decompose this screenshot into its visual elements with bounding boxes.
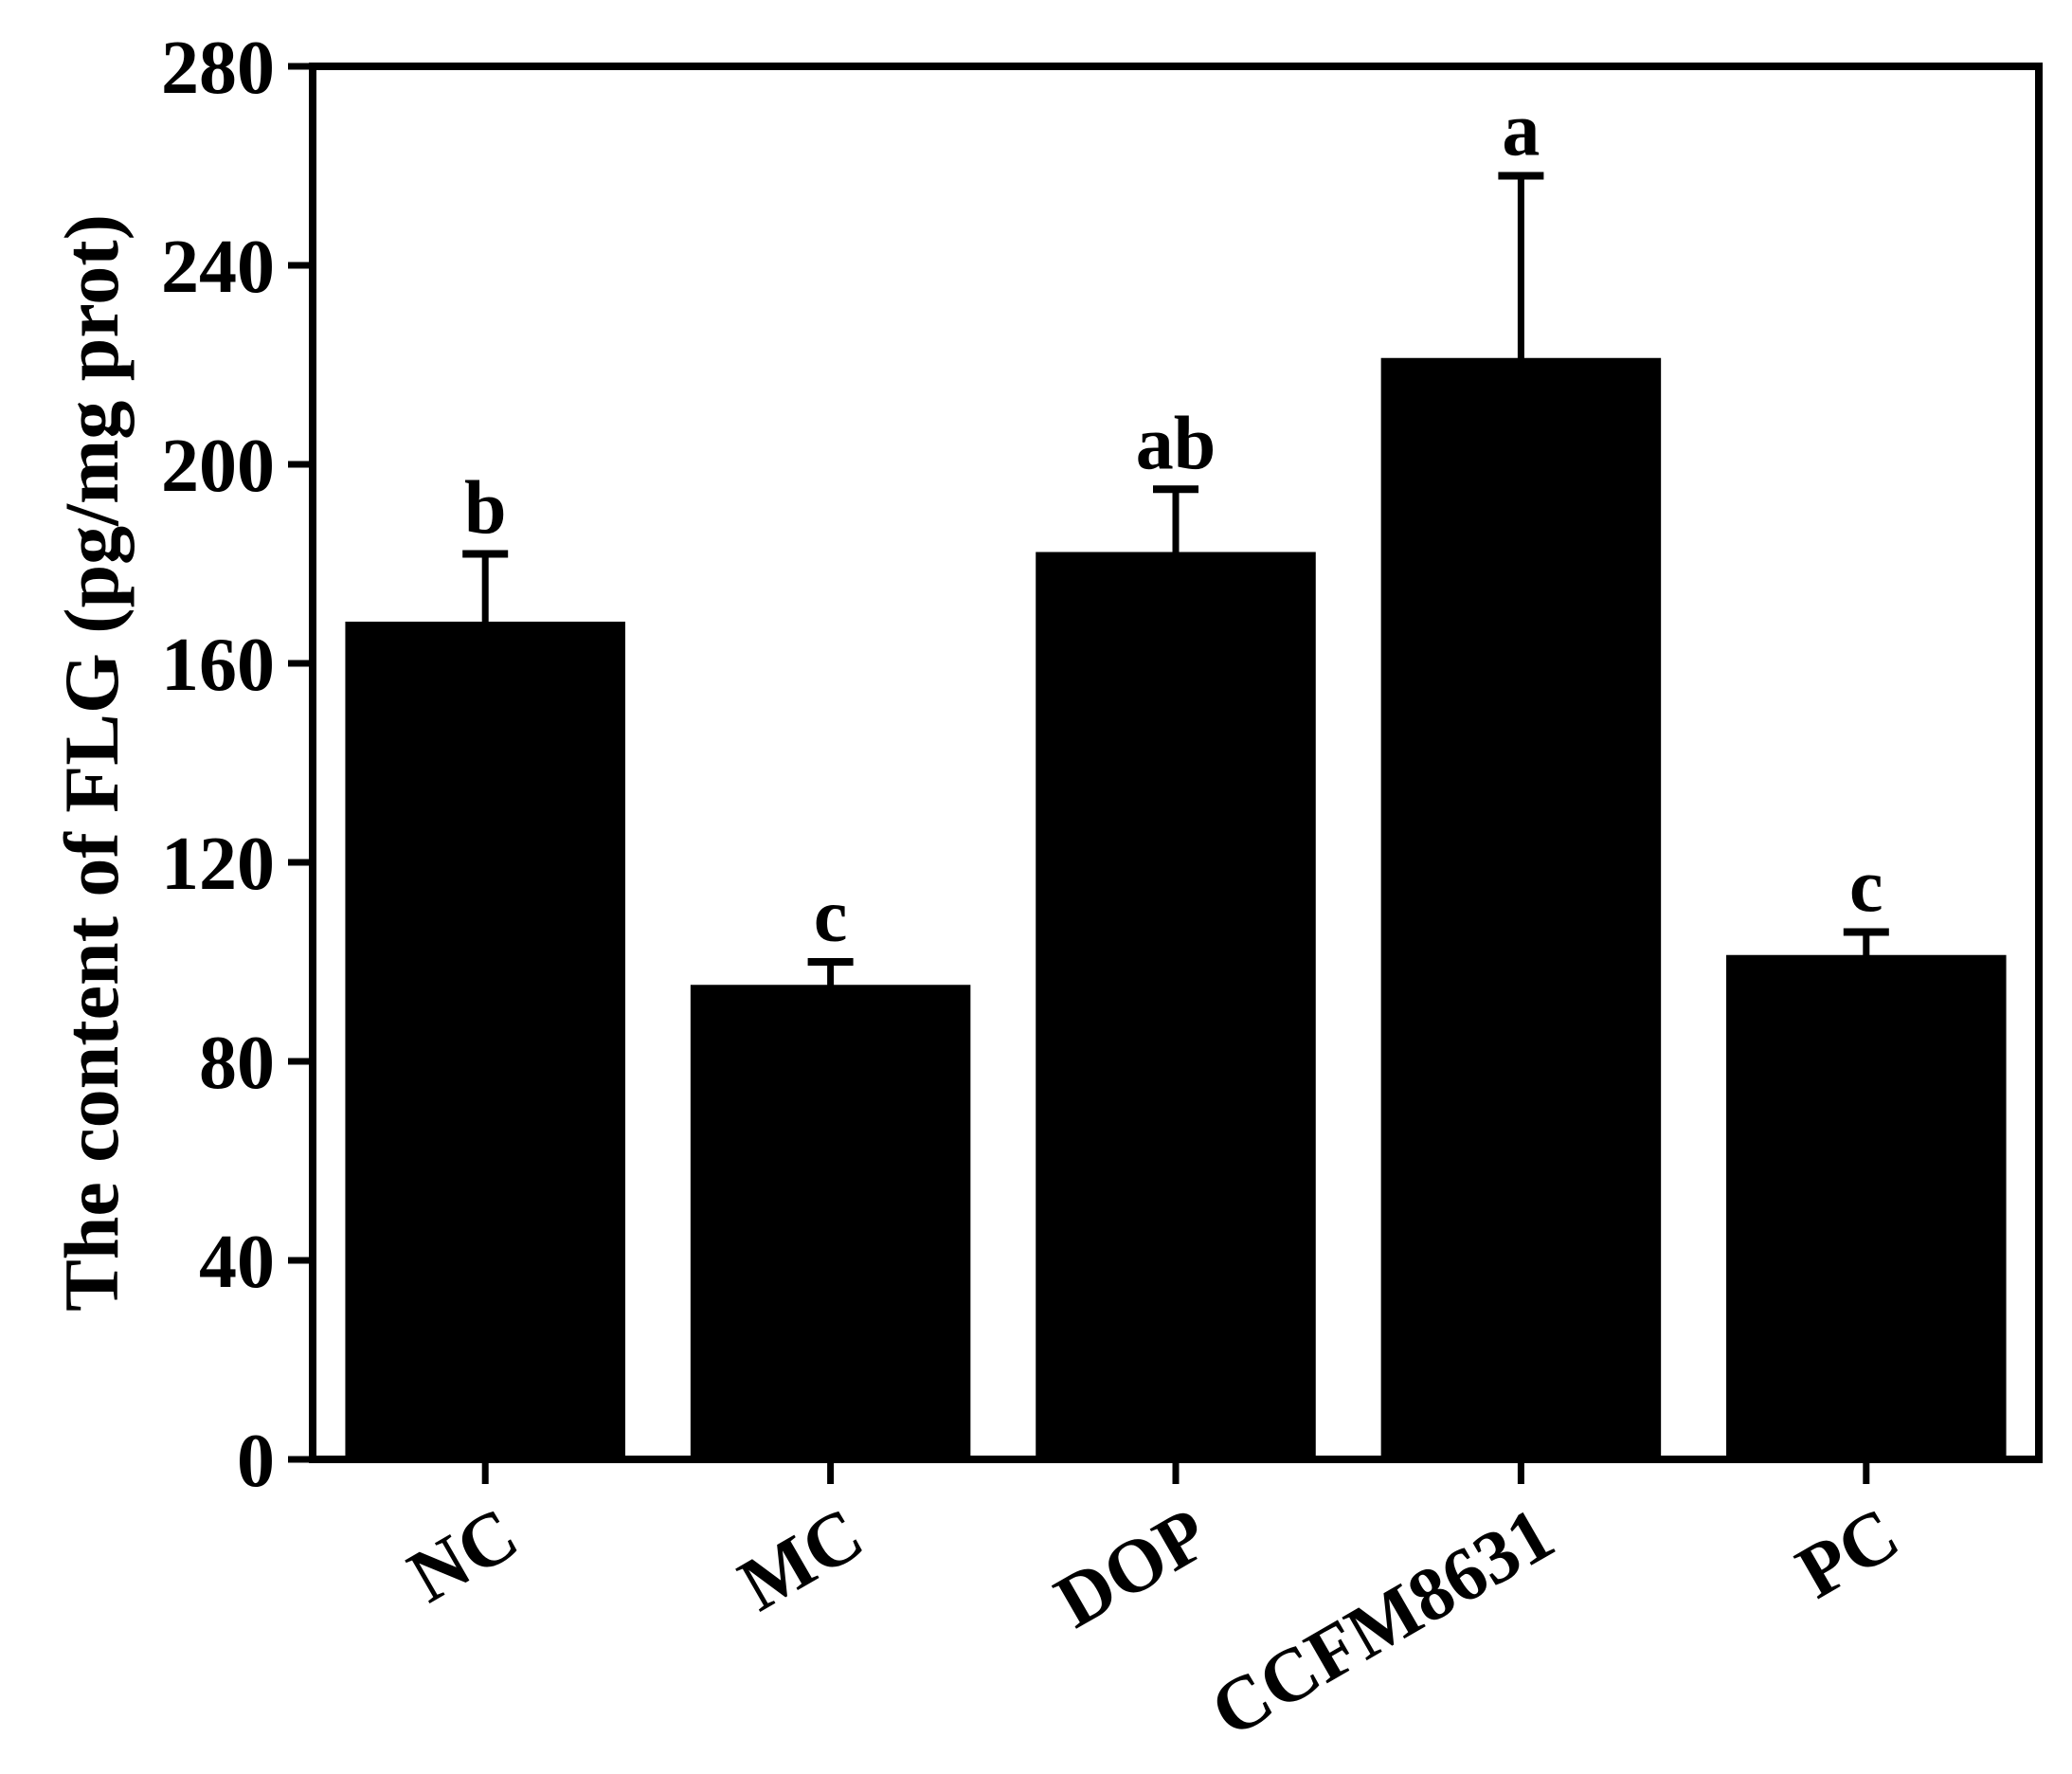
y-tick-label: 40	[199, 1221, 275, 1304]
y-tick-label: 0	[237, 1420, 275, 1503]
y-axis-ticks: 0 40 80 120 160 200 240 280	[161, 27, 313, 1503]
x-tick-label-ccfm8631: CCFM8631	[1198, 1492, 1567, 1753]
x-tick-label-mc: MC	[726, 1492, 876, 1627]
y-tick-label: 200	[161, 425, 275, 508]
bars	[345, 357, 2007, 1461]
bar-ccfm8631	[1380, 357, 1662, 1461]
significance-labels: b c ab a c	[464, 89, 1883, 959]
bar-dop	[1036, 552, 1316, 1461]
x-tick-label-pc: PC	[1783, 1492, 1912, 1615]
plot-frame	[309, 63, 2043, 1463]
y-tick-label: 280	[161, 27, 275, 110]
significance-label-pc: c	[1849, 845, 1883, 929]
y-tick-label: 240	[161, 226, 275, 309]
significance-label-dop: ab	[1136, 402, 1216, 485]
significance-label-ccfm8631: a	[1502, 89, 1540, 172]
bar-mc	[690, 985, 971, 1461]
y-tick-label: 120	[161, 823, 275, 906]
error-bars	[462, 172, 1889, 987]
y-tick-label: 160	[161, 624, 275, 707]
significance-label-mc: c	[814, 875, 848, 958]
y-tick-label: 80	[199, 1022, 275, 1105]
bar-pc	[1726, 954, 2007, 1461]
bar-nc	[345, 622, 625, 1461]
y-axis-label: The content of FLG (pg/mg prot)	[48, 214, 135, 1312]
significance-label-nc: b	[464, 467, 507, 551]
y-axis-title-group: The content of FLG (pg/mg prot)	[48, 214, 135, 1312]
x-tick-label-nc: NC	[395, 1492, 532, 1619]
x-tick-label-dop: DOP	[1042, 1492, 1222, 1644]
